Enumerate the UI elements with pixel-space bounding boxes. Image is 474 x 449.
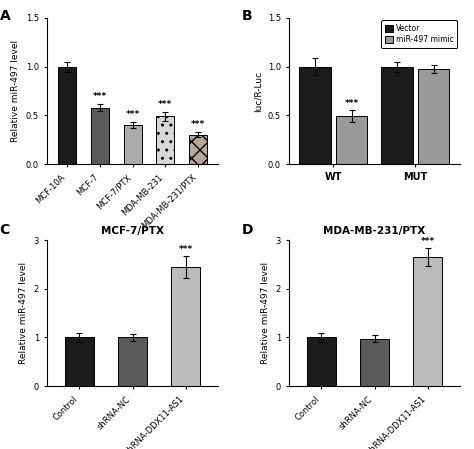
Text: ***: *** <box>93 92 107 101</box>
Bar <box>91 108 109 164</box>
Text: ***: *** <box>345 99 359 108</box>
Text: ***: *** <box>179 245 193 254</box>
Text: ***: *** <box>421 237 435 246</box>
Bar <box>189 135 207 164</box>
Text: A: A <box>0 9 10 23</box>
Bar <box>58 66 76 164</box>
Text: ***: *** <box>126 110 140 119</box>
Bar <box>171 267 201 386</box>
Legend: Vector, miR-497 mimic: Vector, miR-497 mimic <box>381 20 457 48</box>
Text: D: D <box>242 223 253 237</box>
Bar <box>118 338 147 386</box>
Bar <box>413 257 442 386</box>
Y-axis label: luc/R-Luc: luc/R-Luc <box>254 70 263 111</box>
Y-axis label: Relative miR-497 level: Relative miR-497 level <box>11 40 20 142</box>
Title: MDA-MB-231/PTX: MDA-MB-231/PTX <box>323 226 426 237</box>
Text: ***: *** <box>158 100 173 109</box>
Y-axis label: Relative miR-497 level: Relative miR-497 level <box>261 262 270 364</box>
Bar <box>336 116 367 164</box>
Text: B: B <box>242 9 252 23</box>
Title: MCF-7/PTX: MCF-7/PTX <box>101 226 164 237</box>
Bar <box>360 339 389 386</box>
Y-axis label: Relative miR-497 level: Relative miR-497 level <box>19 262 28 364</box>
Bar <box>65 338 94 386</box>
Text: ***: *** <box>191 120 205 129</box>
Bar <box>307 338 336 386</box>
Bar <box>124 125 142 164</box>
Bar <box>156 116 174 164</box>
Bar <box>300 66 331 164</box>
Bar <box>418 69 449 164</box>
Text: C: C <box>0 223 10 237</box>
Bar <box>381 66 412 164</box>
